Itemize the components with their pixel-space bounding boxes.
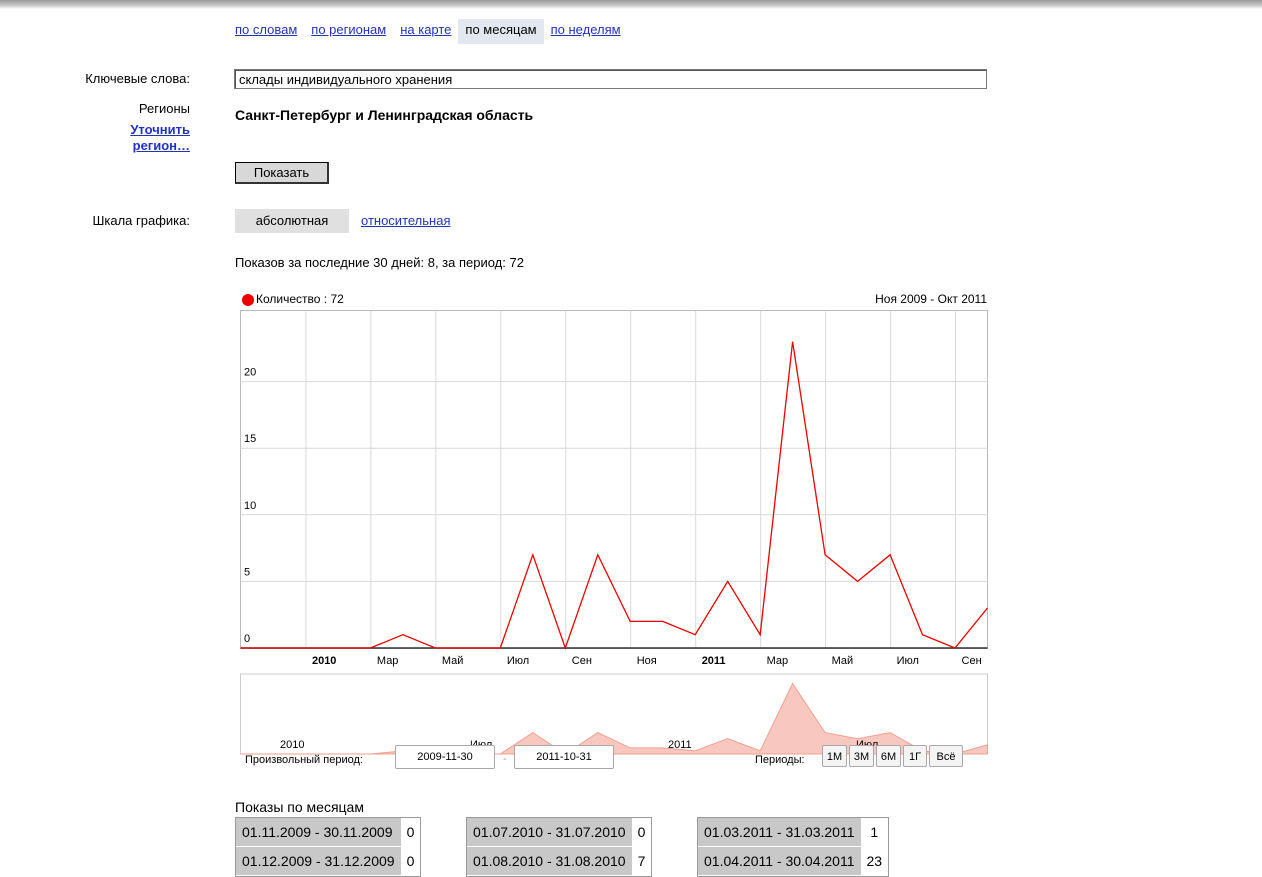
table-row: 01.03.2011 - 31.03.2011 1: [698, 818, 889, 847]
keywords-label: Ключевые слова:: [85, 71, 190, 86]
region-name: Санкт-Петербург и Ленинградская область: [235, 107, 534, 123]
overview-label: 2010: [280, 739, 304, 751]
period-cell: 01.03.2011 - 31.03.2011: [698, 818, 861, 847]
tab-by-regions[interactable]: по регионам: [311, 22, 387, 37]
period-cell: 01.04.2011 - 30.04.2011: [698, 847, 861, 876]
scale-absolute-option[interactable]: абсолютная: [235, 209, 349, 233]
view-tabs: по словам по регионам на карте по месяца…: [228, 19, 628, 44]
custom-period-label: Произвольный период:: [245, 754, 363, 766]
period-cell: 01.11.2009 - 30.11.2009: [236, 818, 401, 847]
monthly-table-col-2: 01.07.2010 - 31.07.2010 0 01.08.2010 - 3…: [466, 817, 653, 877]
keywords-input[interactable]: [234, 69, 987, 89]
value-cell: 1: [860, 818, 889, 847]
x-tick-label: 2010: [312, 655, 336, 667]
monthly-title: Показы по месяцам: [235, 799, 364, 815]
y-tick-label: 15: [244, 433, 256, 445]
tab-by-months[interactable]: по месяцам: [458, 19, 544, 44]
x-tick-label: Сен: [572, 655, 592, 667]
period-1m-button[interactable]: 1М: [822, 745, 847, 767]
chart-range-label: Ноя 2009 - Окт 2011: [875, 292, 987, 306]
y-tick-label: 20: [244, 367, 256, 379]
period-cell: 01.12.2009 - 31.12.2009: [236, 847, 401, 876]
refine-region-link[interactable]: Уточнить регион…: [130, 122, 190, 153]
legend-marker: [242, 294, 254, 306]
plot-frame: [240, 310, 988, 649]
chart: Количество : 72 Ноя 2009 - Окт 2011 0 5 10…: [240, 286, 988, 776]
value-cell: 0: [400, 847, 421, 876]
table-row: 01.07.2010 - 31.07.2010 0: [467, 818, 652, 847]
scale-label: Шкала графика:: [92, 213, 190, 228]
monthly-table-col-3: 01.03.2011 - 31.03.2011 1 01.04.2011 - 3…: [697, 817, 890, 877]
y-tick-label: 0: [244, 633, 250, 645]
overview-label: 2011: [668, 739, 692, 751]
scale-relative-link[interactable]: относительная: [361, 213, 451, 228]
x-tick-label: Мар: [767, 655, 789, 667]
y-tick-label: 5: [244, 566, 250, 578]
x-tick-label: Сен: [962, 655, 982, 667]
monthly-table-col-1: 01.11.2009 - 30.11.2009 0 01.12.2009 - 3…: [235, 817, 422, 877]
value-cell: 23: [860, 847, 889, 876]
period-controls: Произвольный период: 2009-11-30 - 2011-1…: [240, 743, 988, 771]
legend-label: Количество : 72: [256, 292, 344, 306]
value-cell: 0: [400, 818, 421, 847]
date-from-field[interactable]: 2009-11-30: [395, 745, 495, 769]
stats-text: Показов за последние 30 дней: 8, за пери…: [235, 255, 524, 270]
period-cell: 01.08.2010 - 31.08.2010: [467, 847, 632, 876]
period-3m-button[interactable]: 3М: [849, 745, 874, 767]
value-cell: 7: [631, 847, 652, 876]
x-tick-label: Июл: [897, 655, 919, 667]
top-bar: [0, 0, 1262, 9]
value-cell: 0: [631, 818, 652, 847]
period-6m-button[interactable]: 6М: [876, 745, 901, 767]
x-tick-label: Ноя: [637, 655, 657, 667]
regions-label: Регионы: [138, 101, 190, 116]
x-tick-label: Мар: [377, 655, 399, 667]
tab-by-weeks[interactable]: по неделям: [550, 22, 621, 37]
y-tick-label: 10: [244, 500, 256, 512]
period-cell: 01.07.2010 - 31.07.2010: [467, 818, 632, 847]
tab-on-map[interactable]: на карте: [400, 22, 452, 37]
table-row: 01.11.2009 - 30.11.2009 0: [236, 818, 421, 847]
date-separator: -: [503, 753, 507, 765]
period-all-button[interactable]: Всё: [929, 745, 963, 767]
periods-label: Периоды:: [755, 754, 805, 766]
period-1y-button[interactable]: 1Г: [903, 745, 927, 767]
x-tick-label: Май: [442, 655, 464, 667]
x-tick-label: Июл: [507, 655, 529, 667]
series-line: [240, 341, 988, 650]
table-row: 01.12.2009 - 31.12.2009 0: [236, 847, 421, 876]
show-button[interactable]: Показать: [235, 162, 329, 184]
chart-plot: 0 5 10 15 20 2010 Мар Май Июл Сен Ноя 2011 Мар Май Июл…: [240, 310, 988, 755]
date-to-field[interactable]: 2011-10-31: [514, 745, 614, 769]
table-row: 01.04.2011 - 30.04.2011 23: [698, 847, 889, 876]
x-tick-label: 2011: [702, 655, 726, 667]
table-row: 01.08.2010 - 31.08.2010 7: [467, 847, 652, 876]
tab-by-words[interactable]: по словам: [235, 22, 298, 37]
x-tick-label: Май: [832, 655, 854, 667]
